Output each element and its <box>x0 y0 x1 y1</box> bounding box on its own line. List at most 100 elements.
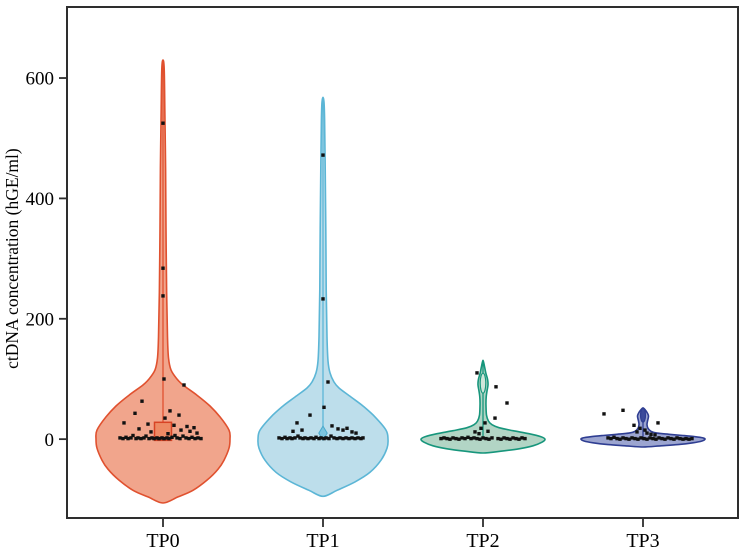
data-point <box>290 436 294 441</box>
data-point <box>335 436 339 441</box>
data-point <box>152 436 156 441</box>
y-tick-label: 600 <box>26 69 55 90</box>
data-point <box>312 436 316 441</box>
data-point <box>612 435 616 439</box>
data-point <box>303 436 307 440</box>
data-point <box>195 431 199 435</box>
data-point <box>161 121 165 125</box>
data-point <box>479 426 483 430</box>
data-point <box>341 436 345 441</box>
data-point <box>126 436 130 441</box>
data-point <box>326 380 330 384</box>
data-point <box>624 436 628 441</box>
data-point <box>167 436 171 441</box>
data-point <box>666 436 670 440</box>
data-point <box>514 436 518 441</box>
data-point <box>196 436 200 440</box>
data-point <box>660 436 664 441</box>
data-point <box>188 429 192 433</box>
median-box-TP0 <box>153 421 173 442</box>
data-point <box>301 436 305 441</box>
data-point <box>285 436 289 441</box>
data-point <box>457 437 461 441</box>
data-point <box>131 433 135 438</box>
data-point <box>684 436 688 441</box>
data-point <box>645 437 649 441</box>
data-point <box>494 385 498 389</box>
data-point <box>192 426 196 430</box>
data-point <box>350 430 354 434</box>
data-point <box>321 153 325 157</box>
data-point <box>291 429 295 433</box>
data-point <box>633 436 637 441</box>
data-point <box>353 436 357 441</box>
x-tick-label-TP1: TP1 <box>306 530 339 552</box>
data-point <box>306 436 310 441</box>
data-point <box>293 436 297 440</box>
data-point <box>122 421 126 425</box>
data-point <box>199 436 203 441</box>
data-point <box>182 383 186 387</box>
data-point <box>134 436 138 441</box>
y-axis-label: ctDNA concentration (hGE/ml) <box>2 148 22 369</box>
data-point <box>520 436 524 440</box>
data-point <box>651 436 655 441</box>
data-point <box>481 436 485 440</box>
data-point <box>672 437 676 441</box>
data-point <box>618 437 622 441</box>
data-point <box>172 423 176 427</box>
data-point <box>322 436 326 441</box>
data-point <box>295 421 299 425</box>
data-point <box>687 437 691 441</box>
data-point <box>157 436 161 441</box>
data-point <box>493 416 497 420</box>
data-point <box>140 399 144 403</box>
x-tick-label-TP0: TP0 <box>146 530 179 552</box>
data-point <box>454 436 458 441</box>
data-point <box>635 430 639 434</box>
data-point <box>675 436 679 440</box>
data-point <box>354 431 358 435</box>
data-point <box>170 435 174 439</box>
data-point <box>187 436 191 441</box>
data-point <box>336 427 340 431</box>
data-point <box>277 436 281 440</box>
data-point <box>642 436 646 441</box>
data-point <box>322 405 326 409</box>
data-point <box>147 436 151 441</box>
data-point <box>118 436 122 440</box>
data-point <box>327 436 331 441</box>
data-point <box>160 436 164 440</box>
data-point <box>490 436 494 440</box>
data-point <box>161 294 165 298</box>
data-point <box>193 436 197 441</box>
data-point <box>300 428 304 432</box>
data-point <box>511 436 515 440</box>
data-point <box>359 436 363 441</box>
data-point <box>502 436 506 440</box>
data-point <box>523 436 527 441</box>
data-point <box>478 437 482 441</box>
data-point <box>345 426 349 430</box>
data-point <box>298 436 302 440</box>
data-point <box>361 436 365 440</box>
data-point <box>149 430 153 434</box>
data-point <box>445 436 449 441</box>
data-point <box>173 433 177 438</box>
data-point <box>632 423 636 427</box>
data-point <box>439 436 443 441</box>
data-point <box>330 424 334 428</box>
data-point <box>161 266 165 270</box>
data-point <box>181 434 185 438</box>
data-point <box>630 436 634 440</box>
data-point <box>347 436 351 441</box>
data-point <box>639 436 643 440</box>
data-point <box>129 436 133 440</box>
data-point <box>136 436 140 440</box>
data-point <box>681 437 685 441</box>
data-point <box>451 436 455 440</box>
data-point <box>356 436 360 440</box>
data-point <box>296 434 300 438</box>
data-point <box>505 401 509 405</box>
